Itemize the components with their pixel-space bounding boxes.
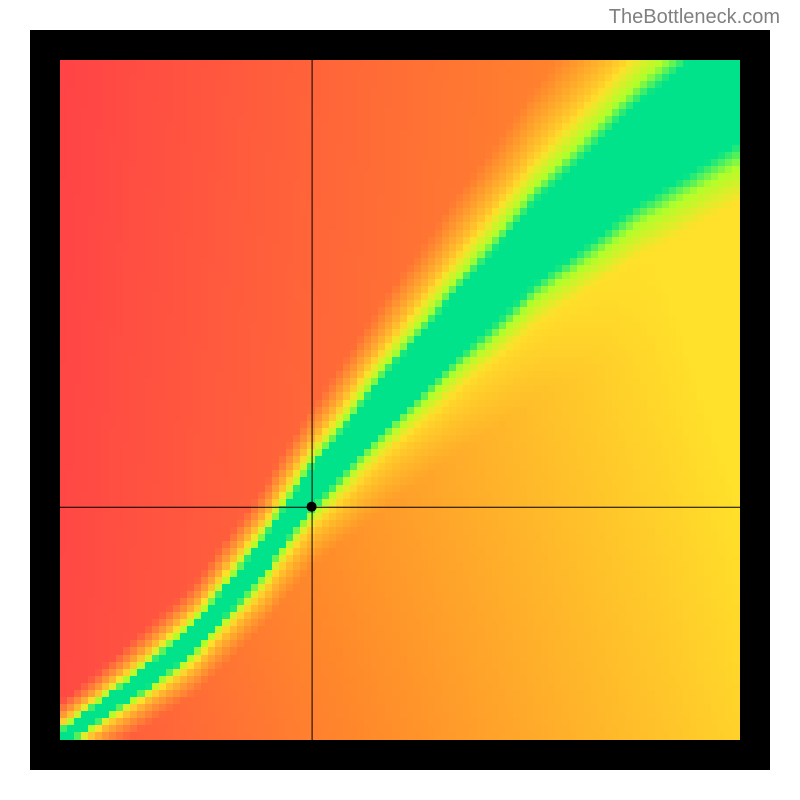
figure-container: TheBottleneck.com bbox=[0, 0, 800, 800]
heatmap-canvas bbox=[30, 30, 770, 770]
watermark-text: TheBottleneck.com bbox=[609, 6, 780, 29]
chart-area bbox=[30, 30, 770, 770]
